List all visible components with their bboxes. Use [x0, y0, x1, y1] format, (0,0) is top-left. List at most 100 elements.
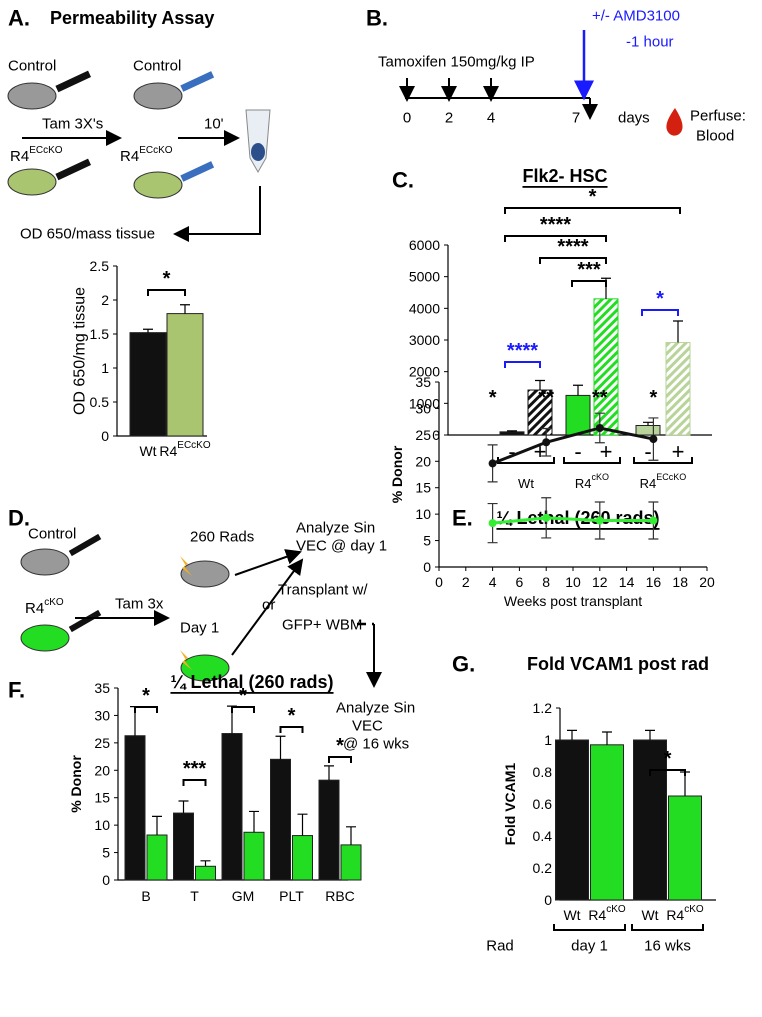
mouse: [133, 171, 183, 199]
bar: [593, 298, 619, 436]
label: OD 650/mass tissue: [20, 226, 155, 243]
error-bar: [645, 729, 655, 740]
y-tick-label: 0: [102, 872, 110, 888]
point: [542, 438, 551, 447]
group-label: day 1: [571, 938, 608, 955]
bracket: [147, 289, 186, 296]
error-bar: [535, 379, 545, 391]
annotation: ****: [507, 340, 538, 362]
series-line: [492, 426, 654, 465]
category-label-base: Wt: [518, 476, 534, 491]
error-bar: [643, 421, 653, 426]
annotation: ****: [540, 214, 571, 236]
label: R4: [120, 148, 139, 165]
category-label-base: Wt: [139, 443, 156, 459]
bar: [243, 831, 265, 881]
category-label-base: Wt: [563, 907, 580, 923]
mouse: [20, 624, 70, 652]
label: Analyze Sin: [336, 700, 415, 717]
arrow: [234, 549, 302, 576]
category-label-base: R4: [159, 443, 177, 459]
day: 0: [403, 110, 411, 127]
error-bar: [602, 731, 612, 745]
label: days: [618, 110, 650, 127]
y-tick-label: 5: [102, 845, 110, 861]
annotation: *: [489, 387, 497, 409]
category-label-sup: cKO: [606, 904, 626, 915]
y-tick-label: 1.5: [90, 326, 110, 342]
bracket: [279, 726, 304, 733]
bracket: [182, 779, 207, 786]
bar: [292, 835, 313, 881]
label: Tam 3X's: [42, 116, 103, 133]
label: R4cKO: [25, 597, 64, 617]
category-label-sup: cKO: [592, 472, 610, 482]
y-axis-label: Fold VCAM1: [502, 763, 518, 846]
bracket: [641, 309, 679, 316]
chart-title: ¼ Lethal (260 rads): [170, 672, 333, 692]
category-label: Wt: [563, 907, 580, 923]
y-tick-label: 10: [94, 817, 110, 833]
day: 2: [445, 110, 453, 127]
axis-label: Rad: [486, 938, 514, 955]
day: 4: [487, 110, 495, 127]
tissue: [251, 143, 265, 161]
error-bar: [573, 384, 583, 396]
x-tick-label: 10: [565, 574, 581, 590]
bar: [665, 342, 691, 436]
label: -1 hour: [626, 34, 674, 51]
tube: [245, 109, 271, 174]
y-tick-label: 2: [101, 292, 109, 308]
bracket: [504, 361, 541, 368]
category-label: -: [574, 439, 581, 464]
x-tick-label: 16: [646, 574, 662, 590]
y-axis-label: % Donor: [68, 755, 84, 813]
syringe: [55, 70, 92, 93]
y-tick-label: 1: [544, 732, 552, 748]
error-bar: [324, 765, 334, 781]
arrow: [173, 186, 261, 242]
panel-b-timeline: B. Tamoxifen 150mg/kg IP +/- AMD3100 -1 …: [366, 6, 746, 145]
bar: [129, 332, 167, 437]
category-label: R4ECcKO: [159, 440, 210, 460]
panel-letter: G.: [452, 652, 475, 677]
bracket: [134, 706, 158, 713]
x-tick-label: 8: [542, 574, 550, 590]
y-tick-label: 4000: [409, 300, 440, 316]
y-tick-label: 25: [415, 427, 431, 443]
y-tick-label: 30: [415, 400, 431, 416]
series-line: [492, 516, 654, 525]
bracket: [504, 235, 607, 242]
point: [595, 516, 604, 525]
category-label: T: [190, 888, 199, 904]
x-tick-label: 20: [699, 574, 715, 590]
category-label-base: +: [672, 439, 685, 464]
y-axis-label: OD 650/mg tissue: [72, 287, 89, 415]
error-bar: [178, 800, 189, 814]
label: Perfuse:: [690, 108, 746, 125]
bar: [195, 865, 216, 881]
y-tick-label: 0.6: [533, 796, 553, 812]
bar: [590, 744, 624, 901]
syringe: [55, 158, 92, 181]
annotation: *: [656, 288, 664, 310]
label: Transplant w/: [278, 582, 368, 599]
point: [488, 519, 497, 528]
x-tick-label: 14: [619, 574, 635, 590]
y-tick-label: 1.2: [533, 700, 553, 716]
label: R4ECcKO: [10, 145, 63, 165]
panel-letter: C.: [392, 168, 414, 193]
category-label: R4cKO: [575, 472, 609, 491]
label-sup: cKO: [44, 597, 64, 608]
panel-title: Permeability Assay: [50, 8, 214, 28]
y-tick-label: 5000: [409, 269, 440, 285]
x-tick-label: 18: [672, 574, 688, 590]
bar: [166, 313, 204, 437]
y-tick-label: 15: [94, 790, 110, 806]
bar: [221, 733, 243, 881]
panel-a-schematic: A. Permeability Assay Control R4ECcKO Ta…: [7, 6, 271, 243]
label: R4: [25, 600, 44, 617]
y-tick-label: 0.2: [533, 860, 553, 876]
label: VEC @ day 1: [296, 538, 387, 555]
